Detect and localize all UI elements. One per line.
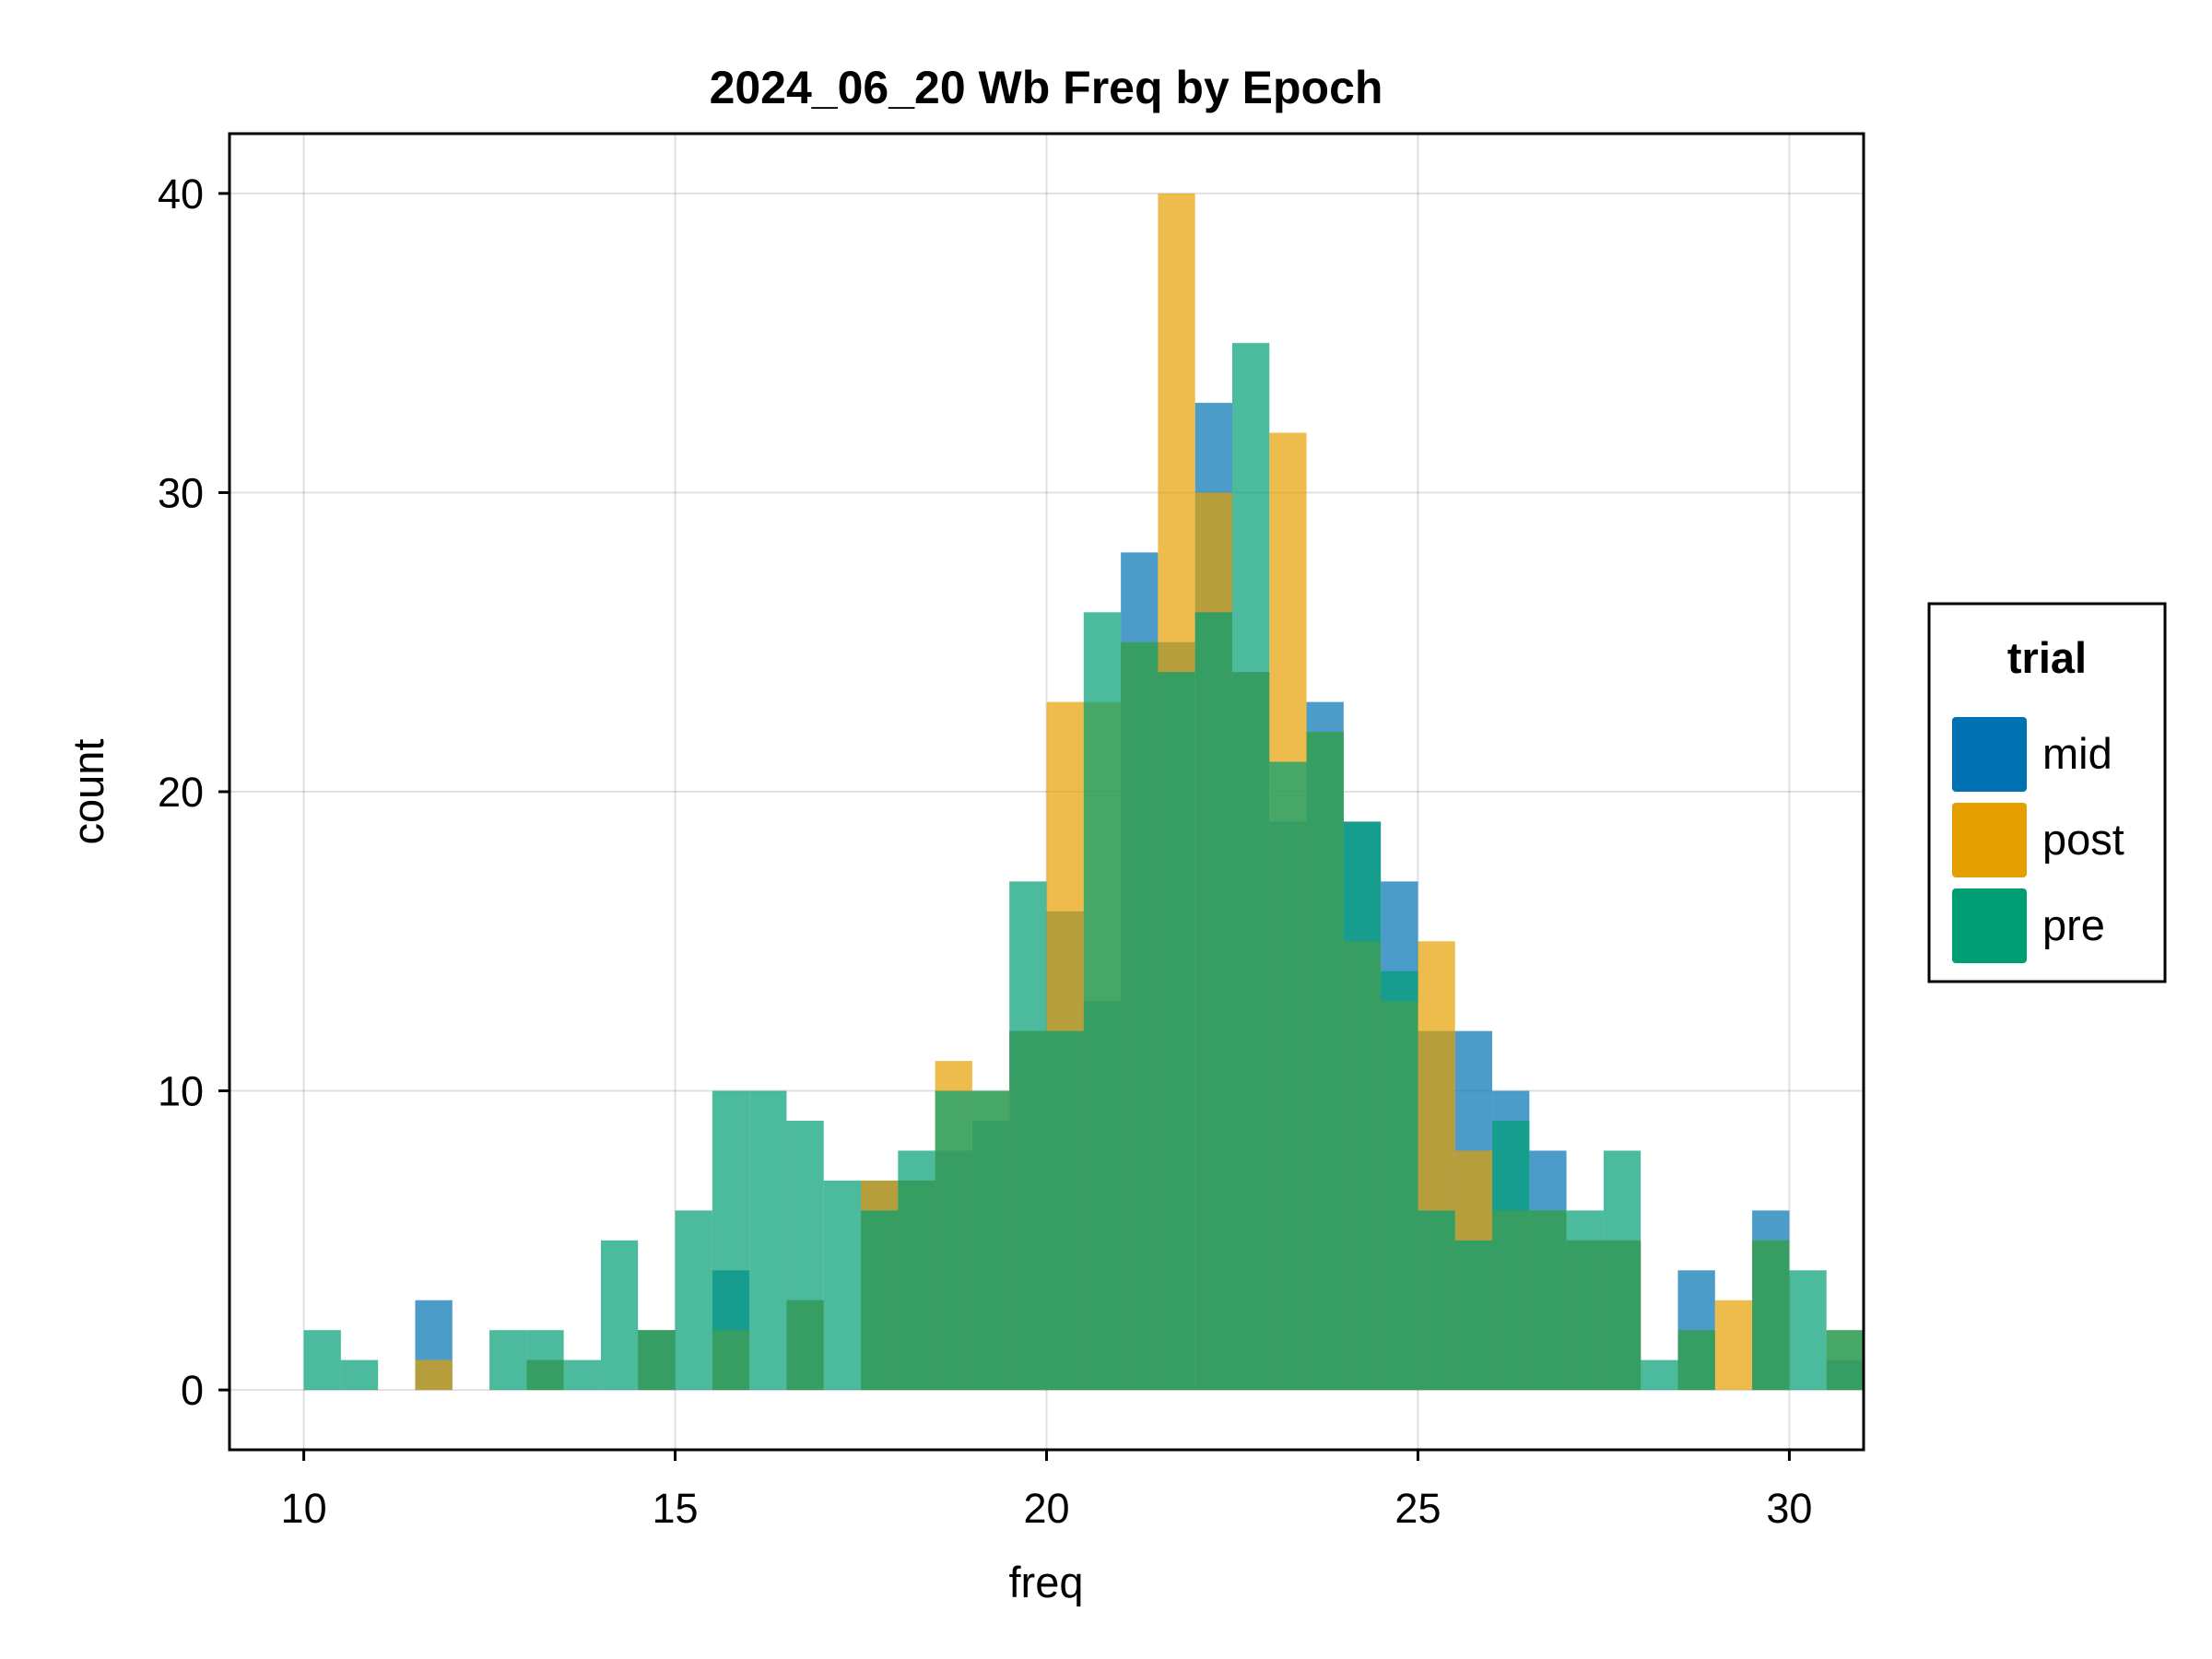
- x-tick-label: 25: [1394, 1485, 1441, 1532]
- histogram-bar: [898, 1150, 935, 1391]
- y-tick-label: 30: [158, 469, 204, 516]
- histogram-bar: [415, 1359, 453, 1391]
- histogram-bar: [1121, 641, 1159, 1391]
- histogram-bar: [1566, 1210, 1604, 1391]
- y-tick-label: 40: [158, 171, 204, 218]
- legend-title: trial: [2007, 633, 2087, 682]
- y-axis-label: count: [64, 739, 112, 845]
- histogram-bar: [1529, 1210, 1567, 1391]
- x-tick-label: 20: [1023, 1485, 1069, 1532]
- x-axis-label: freq: [1009, 1558, 1084, 1606]
- histogram-bar: [1381, 971, 1418, 1391]
- histogram-bar: [1714, 1300, 1753, 1391]
- histogram-bar: [1306, 732, 1344, 1391]
- histogram-bar: [1269, 761, 1307, 1391]
- histogram-bar: [1826, 1330, 1864, 1391]
- legend-items: mid post pre: [1952, 717, 2124, 963]
- histogram-bar: [638, 1330, 676, 1391]
- x-tick-label: 15: [653, 1485, 699, 1532]
- y-axis-ticks: 0 10 20 30 40: [158, 171, 229, 1414]
- histogram-bar: [600, 1240, 639, 1391]
- legend: trial mid post pre: [1927, 602, 2167, 983]
- histogram-bar: [675, 1210, 712, 1391]
- histogram-bar: [1231, 343, 1270, 1391]
- histogram-bar: [1492, 1121, 1530, 1391]
- histogram-bar: [1752, 1240, 1790, 1391]
- legend-label-post: post: [2042, 815, 2124, 864]
- histogram-bar: [1641, 1359, 1678, 1391]
- y-tick-label: 20: [158, 769, 204, 816]
- legend-label-mid: mid: [2042, 729, 2112, 778]
- legend-label-pre: pre: [2042, 900, 2105, 949]
- legend-swatch-pre: [1952, 888, 2027, 963]
- histogram-bar: [1789, 1270, 1827, 1391]
- histogram-bar: [786, 1121, 824, 1391]
- y-tick-label: 10: [158, 1068, 204, 1115]
- x-axis-ticks: 10 15 20 25 30: [281, 1450, 1812, 1532]
- legend-swatch-mid: [1952, 717, 2027, 792]
- histogram-bar: [303, 1330, 341, 1391]
- histogram-bar: [823, 1180, 862, 1391]
- histogram-bar: [1343, 821, 1382, 1391]
- histogram-bar: [1046, 1030, 1084, 1391]
- histogram-bar: [563, 1359, 601, 1391]
- histogram-bars: [303, 193, 1864, 1391]
- histogram-bar: [971, 1090, 1010, 1391]
- histogram-bar: [1677, 1330, 1715, 1391]
- histogram-bar: [489, 1330, 527, 1391]
- histogram-bar: [1454, 1240, 1493, 1391]
- legend-swatch-post: [1952, 803, 2027, 877]
- histogram-bar: [861, 1210, 899, 1391]
- y-tick-label: 0: [181, 1367, 204, 1414]
- x-tick-label: 10: [281, 1485, 327, 1532]
- histogram-bar: [1083, 612, 1122, 1391]
- histogram-bar: [749, 1090, 787, 1391]
- histogram-bar: [526, 1330, 564, 1391]
- histogram-bar: [712, 1090, 750, 1391]
- series-pre: [303, 343, 1864, 1391]
- chart-title: 2024_06_20 Wb Freq by Epoch: [710, 62, 1383, 113]
- x-tick-label: 30: [1766, 1485, 1812, 1532]
- histogram-bar: [1418, 1210, 1455, 1391]
- histogram-bar: [1158, 672, 1195, 1391]
- histogram-bar: [1194, 612, 1232, 1391]
- histogram-bar: [1603, 1150, 1641, 1391]
- histogram-bar: [340, 1359, 379, 1391]
- histogram-bar: [935, 1090, 972, 1391]
- histogram-bar: [1009, 881, 1047, 1391]
